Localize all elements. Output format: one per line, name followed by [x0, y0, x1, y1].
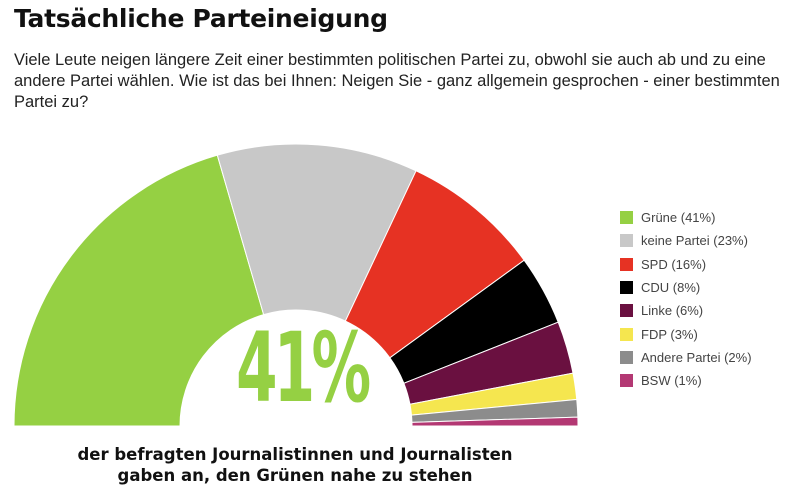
legend-label: BSW (1%): [641, 373, 702, 389]
legend-item: BSW (1%): [620, 369, 752, 392]
survey-question: Viele Leute neigen längere Zeit einer be…: [14, 51, 780, 111]
legend-item: CDU (8%): [620, 276, 752, 299]
legend-label: FDP (3%): [641, 326, 698, 342]
chart-legend: Grüne (41%) keine Partei (23%) SPD (16%) CD…: [620, 206, 752, 392]
slice-grüne: [13, 154, 265, 427]
highlight-value: 41%: [236, 312, 371, 424]
highlight-caption: der befragten Journalistinnen und Journa…: [77, 445, 513, 485]
slice-keine-partei: [216, 143, 417, 322]
legend-item: Linke (6%): [620, 299, 752, 322]
legend-swatch: [620, 234, 633, 248]
legend-label: keine Partei (23%): [641, 233, 748, 249]
legend-swatch: [620, 327, 633, 341]
legend-item: Grüne (41%): [620, 206, 752, 229]
legend-swatch: [620, 211, 633, 225]
legend-label: SPD (16%): [641, 256, 707, 272]
legend-item: FDP (3%): [620, 322, 752, 345]
legend-label: CDU (8%): [641, 280, 701, 296]
legend-swatch: [620, 257, 633, 271]
slice-bsw: [411, 416, 579, 427]
legend-swatch: [620, 374, 633, 388]
legend-swatch: [620, 304, 633, 318]
legend-label: Andere Partei (2%): [641, 349, 752, 365]
legend-label: Linke (6%): [641, 303, 704, 319]
chart-title: Tatsächliche Parteineigung: [14, 4, 388, 33]
legend-swatch: [620, 281, 633, 295]
legend-item: SPD (16%): [620, 253, 752, 276]
legend-item: Andere Partei (2%): [620, 346, 752, 369]
legend-item: keine Partei (23%): [620, 229, 752, 252]
legend-swatch: [620, 350, 633, 364]
legend-label: Grüne (41%): [641, 210, 716, 226]
